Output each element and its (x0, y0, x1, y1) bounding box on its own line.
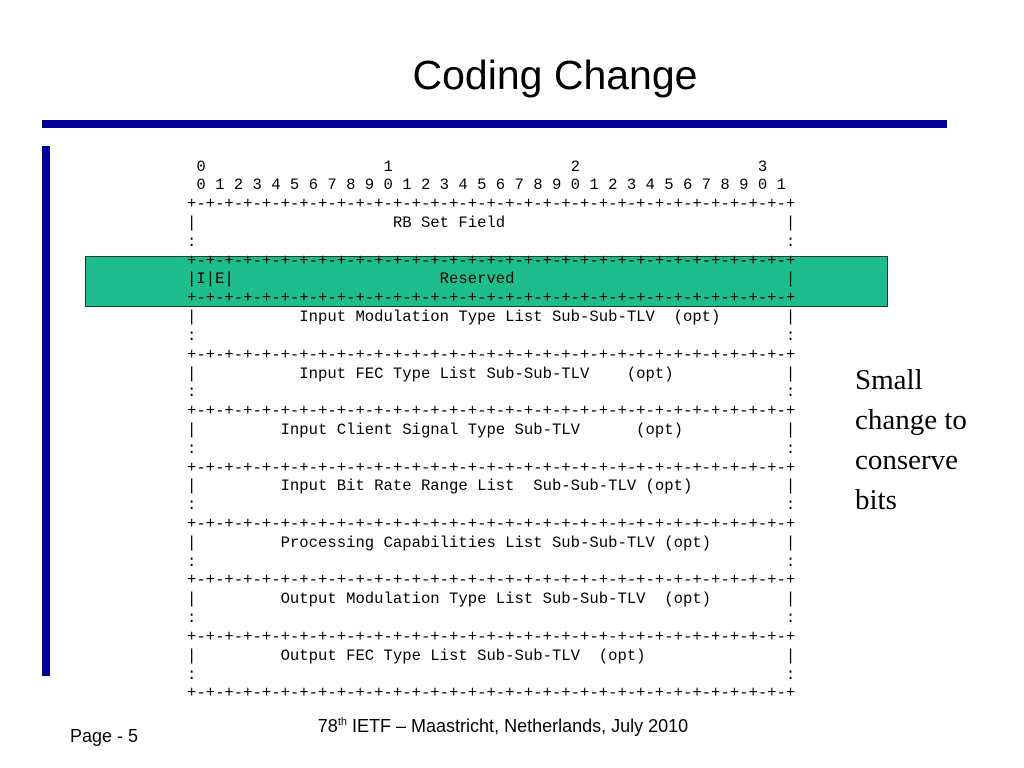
diagram-line: +-+-+-+-+-+-+-+-+-+-+-+-+-+-+-+-+-+-+-+-… (187, 402, 796, 421)
note-line: conserve (855, 444, 959, 476)
diagram-line: +-+-+-+-+-+-+-+-+-+-+-+-+-+-+-+-+-+-+-+-… (187, 684, 796, 703)
footer-ordinal: 78 (317, 716, 338, 736)
highlight-box (85, 256, 888, 307)
diagram-line: | Input FEC Type List Sub-Sub-TLV (opt) … (187, 364, 796, 383)
diagram-line: 0 1 2 3 4 5 6 7 8 9 0 1 2 3 4 5 6 7 8 9 … (187, 176, 786, 195)
diagram-line: | Output Modulation Type List Sub-Sub-TL… (187, 590, 796, 609)
diagram-line: 0 1 2 3 (187, 157, 768, 176)
packet-diagram: 0 1 2 3 0 1 2 3 4 5 6 7 8 9 0 1 2 3 4 5 … (187, 158, 795, 704)
side-rule (42, 146, 50, 676)
slide-title: Coding Change (412, 52, 698, 98)
diagram-line: : : (187, 326, 796, 345)
note-line: bits (855, 484, 897, 516)
diagram-line: |I|E| Reserved | (187, 270, 796, 289)
footer-event: IETF – Maastricht, Netherlands, July 201… (352, 716, 689, 736)
diagram-line: : : (187, 496, 796, 515)
diagram-line: | Input Client Signal Type Sub-TLV (opt)… (187, 420, 796, 439)
diagram-line: +-+-+-+-+-+-+-+-+-+-+-+-+-+-+-+-+-+-+-+-… (187, 251, 796, 270)
diagram-line: | Processing Capabilities List Sub-Sub-T… (187, 533, 796, 552)
diagram-line: : : (187, 232, 796, 251)
note-line: Small (855, 364, 923, 396)
diagram-line: +-+-+-+-+-+-+-+-+-+-+-+-+-+-+-+-+-+-+-+-… (187, 571, 796, 590)
note-line: change to (855, 404, 967, 436)
diagram-line: +-+-+-+-+-+-+-+-+-+-+-+-+-+-+-+-+-+-+-+-… (187, 515, 796, 534)
diagram-line: +-+-+-+-+-+-+-+-+-+-+-+-+-+-+-+-+-+-+-+-… (187, 345, 796, 364)
diagram-line: : : (187, 552, 796, 571)
diagram-line: | Input Modulation Type List Sub-Sub-TLV… (187, 308, 796, 327)
diagram-line: : : (187, 439, 796, 458)
page-number: Page - 5 (70, 726, 139, 746)
diagram-line: | Output FEC Type List Sub-Sub-TLV (opt)… (187, 646, 796, 665)
diagram-line: : : (187, 609, 796, 628)
footer-superscript: th (337, 716, 348, 728)
diagram-line: +-+-+-+-+-+-+-+-+-+-+-+-+-+-+-+-+-+-+-+-… (187, 458, 796, 477)
diagram-line: +-+-+-+-+-+-+-+-+-+-+-+-+-+-+-+-+-+-+-+-… (187, 289, 796, 308)
diagram-line: : : (187, 383, 796, 402)
diagram-line: +-+-+-+-+-+-+-+-+-+-+-+-+-+-+-+-+-+-+-+-… (187, 627, 796, 646)
side-note: Small change to conserve bits (855, 360, 967, 520)
diagram-line: +-+-+-+-+-+-+-+-+-+-+-+-+-+-+-+-+-+-+-+-… (187, 195, 796, 214)
diagram-line: : : (187, 665, 796, 684)
diagram-line: | RB Set Field | (187, 214, 796, 233)
footer: 78th IETF – Maastricht, Netherlands, Jul… (0, 716, 1006, 737)
diagram-line: | Input Bit Rate Range List Sub-Sub-TLV … (187, 477, 796, 496)
title-rule (42, 120, 947, 128)
